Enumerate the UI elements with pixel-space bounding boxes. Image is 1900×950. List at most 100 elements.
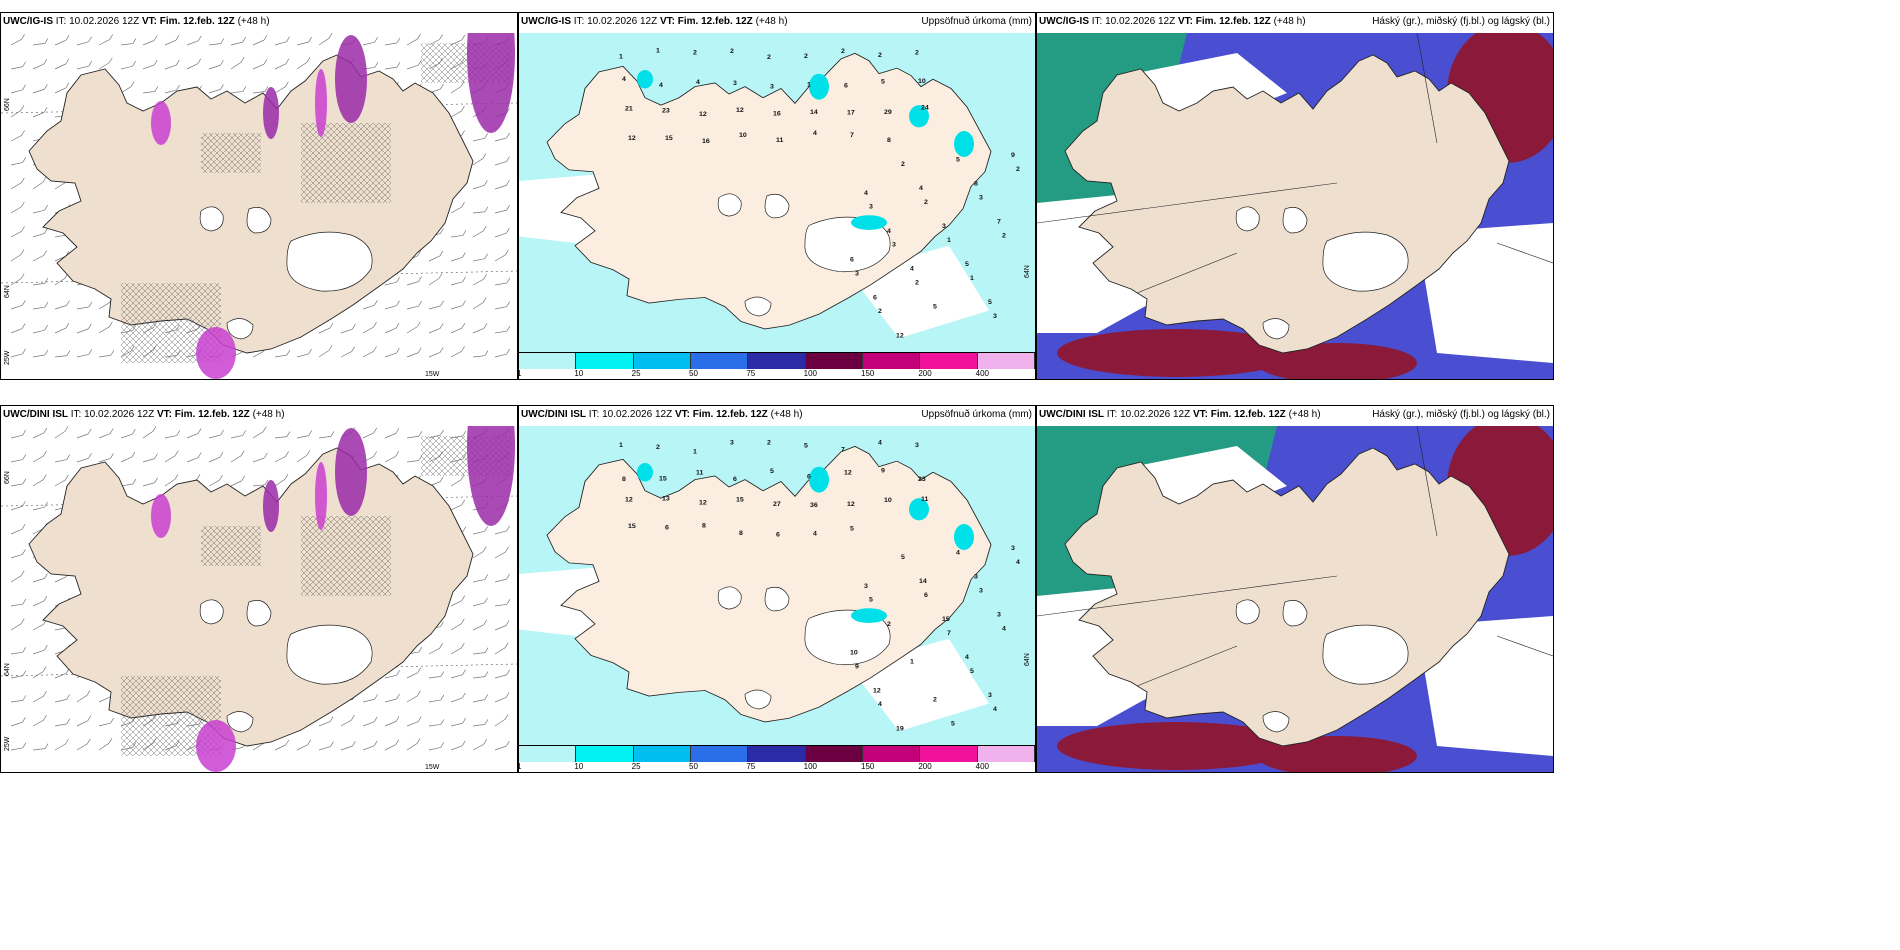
colorbar-swatch <box>690 746 749 762</box>
wind-barb <box>10 206 22 214</box>
wind-barb-feather <box>418 60 422 66</box>
wind-barb <box>32 671 44 679</box>
wind-barb-feather <box>284 81 289 87</box>
wind-barb-feather <box>396 670 400 676</box>
wind-barb-feather <box>44 38 49 44</box>
precip-value-label: 4 <box>910 266 914 273</box>
precip-value-label: 4 <box>919 185 923 192</box>
wind-barb-feather <box>176 59 180 66</box>
wind-barb-feather <box>440 742 445 748</box>
wind-barb-feather <box>154 86 159 92</box>
wind-barb <box>76 41 89 46</box>
precip-value-label: 6 <box>776 532 780 539</box>
wind-barb <box>32 578 45 583</box>
wind-barb-feather <box>395 739 400 745</box>
wind-barb <box>494 719 506 727</box>
precip-value-label: 2 <box>887 621 891 628</box>
wind-barb-feather <box>373 740 378 746</box>
wind-barb <box>10 505 23 511</box>
wind-barb-feather <box>484 206 489 212</box>
wind-barb <box>274 63 286 70</box>
precip-value-label: 5 <box>804 443 808 450</box>
colorbar-tick-label: 400 <box>975 369 990 378</box>
precip-value-label: 4 <box>864 190 868 197</box>
wind-barb <box>54 87 67 94</box>
wind-barb-feather <box>22 549 26 555</box>
precip-value-label: 2 <box>901 161 905 168</box>
wind-barb <box>296 435 309 439</box>
wind-barb <box>384 327 397 334</box>
wind-barb-feather <box>284 474 289 480</box>
wind-barb-feather <box>418 276 422 282</box>
precip-value-label: 3 <box>979 195 983 202</box>
wind-barb <box>142 91 155 94</box>
wind-barb <box>76 695 88 703</box>
precip-value-label: 3 <box>730 440 734 447</box>
colorbar-swatch <box>862 746 921 762</box>
cloud-map <box>1037 426 1553 772</box>
wind-barb <box>10 554 23 559</box>
glacier-outline <box>286 624 373 685</box>
precip-value-label: 8 <box>622 476 626 483</box>
precip-patch <box>851 215 887 230</box>
cloud-map <box>1037 33 1553 379</box>
wind-barb <box>54 699 67 703</box>
wind-barb <box>10 182 22 190</box>
precip-value-label: 8 <box>702 523 706 530</box>
wind-barb-feather <box>396 62 401 68</box>
wind-barb <box>252 351 264 358</box>
precip-value-label: 23 <box>918 476 926 483</box>
wind-barb <box>32 209 45 214</box>
wind-barb-feather <box>242 36 246 43</box>
colorbar-tick-label: 200 <box>918 762 932 771</box>
wind-barb-feather <box>264 86 269 92</box>
wind-barb <box>10 39 22 46</box>
colorbar-swatch <box>805 746 863 762</box>
wind-barb-feather <box>418 300 422 307</box>
wind-barb <box>32 233 45 238</box>
precip-value-label: 11 <box>776 137 784 144</box>
convective-streak <box>151 101 171 145</box>
precip-value-label: 29 <box>884 109 892 116</box>
convective-streak <box>315 69 327 137</box>
glacier-outline <box>246 600 272 627</box>
convective-streak <box>315 462 327 530</box>
wind-barb-feather <box>484 350 489 356</box>
wind-barb-feather <box>131 451 136 458</box>
wind-barb <box>472 184 485 190</box>
wind-barb <box>120 483 133 487</box>
convective-streak <box>335 428 367 516</box>
wind-barb-feather <box>329 716 334 722</box>
precip-value-label: 12 <box>628 135 636 142</box>
wind-barb-feather <box>374 62 379 68</box>
wind-barb <box>494 674 507 679</box>
glacier-outline <box>1322 231 1409 292</box>
wind-barb <box>494 185 507 190</box>
wind-barb-feather <box>65 35 70 41</box>
wind-barb <box>32 354 45 358</box>
cloud-map-panel-ig: UWC/IG-IS IT: 10.02.2026 12Z VT: Fim. 12… <box>1036 12 1554 380</box>
wind-barb-feather <box>241 475 246 481</box>
wind-barb-feather <box>66 718 71 725</box>
colorbar-swatch <box>576 746 634 762</box>
precip-value-label: 16 <box>773 111 781 118</box>
wind-barb <box>98 433 111 439</box>
wind-barb <box>450 697 463 703</box>
wind-barb <box>10 135 22 142</box>
cloud-low-area <box>1257 736 1417 772</box>
precip-value-label: 12 <box>736 107 744 114</box>
wind-barb <box>10 651 23 655</box>
hatch-region <box>201 133 261 173</box>
wind-barb <box>32 455 44 463</box>
wind-barb-feather <box>197 452 202 458</box>
wind-barb-feather <box>43 690 47 697</box>
clear-sky <box>1417 616 1553 756</box>
wind-barb-feather <box>351 346 355 352</box>
precip-value-label: 15 <box>736 496 744 503</box>
cloud-low-area <box>1057 722 1297 770</box>
precip-value-label: 10 <box>850 650 858 657</box>
wind-barb-feather <box>196 474 201 480</box>
precip-value-label: 3 <box>979 588 983 595</box>
wind-barb <box>472 624 484 631</box>
wind-barb <box>10 89 23 94</box>
